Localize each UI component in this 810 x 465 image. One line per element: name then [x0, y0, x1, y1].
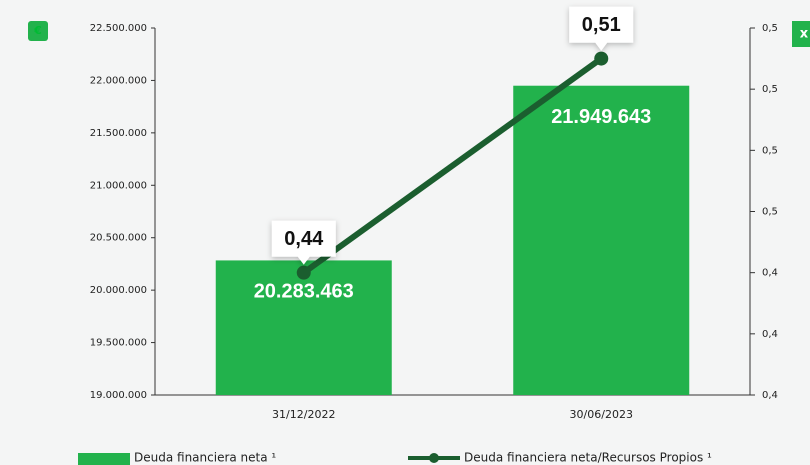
callout: [569, 6, 634, 51]
y2-tick-label: 0,5: [762, 84, 778, 95]
y2-tick-label: 0,5: [762, 23, 778, 34]
y2-axis-label: x: [800, 27, 809, 42]
line-marker: [594, 51, 609, 66]
y2-tick-label: 0,4: [762, 390, 778, 401]
y2-tick-label: 0,4: [762, 268, 778, 279]
y-tick-label: 22.000.000: [90, 75, 147, 86]
y2-tick-label: 0,4: [762, 329, 778, 340]
line-value-label: 0,44: [284, 228, 324, 250]
y-tick-label: 20.500.000: [90, 233, 147, 244]
x-tick-label: 31/12/2022: [272, 408, 335, 421]
y2-tick-label: 0,5: [762, 145, 778, 156]
bar: [513, 85, 690, 395]
y-tick-label: 21.500.000: [90, 128, 147, 139]
legend-label: Deuda financiera neta ¹: [134, 451, 276, 465]
line-value-label: 0,51: [582, 14, 621, 36]
y-tick-label: 21.000.000: [90, 180, 147, 191]
y-tick-label: 22.500.000: [90, 23, 147, 34]
bar: [215, 260, 392, 395]
y2-unit-badge: [792, 21, 810, 47]
bar-value-label: 20.283.463: [254, 281, 354, 303]
legend-label: Deuda financiera neta/Recursos Propios ¹: [464, 451, 712, 465]
y-unit-badge: [28, 21, 48, 41]
legend-swatch: [78, 453, 130, 465]
bar-value-label: 21.949.643: [551, 106, 651, 128]
y-axis-label: €: [33, 24, 42, 37]
line: [301, 56, 604, 276]
x-tick-label: 30/06/2023: [570, 408, 633, 421]
y-tick-label: 19.000.000: [90, 390, 147, 401]
legend-swatch-marker: [429, 453, 439, 463]
y-tick-label: 19.500.000: [90, 338, 147, 349]
line-marker: [296, 265, 311, 280]
y2-tick-label: 0,5: [762, 207, 778, 218]
callout: [271, 220, 336, 265]
y-tick-label: 20.000.000: [90, 285, 147, 296]
